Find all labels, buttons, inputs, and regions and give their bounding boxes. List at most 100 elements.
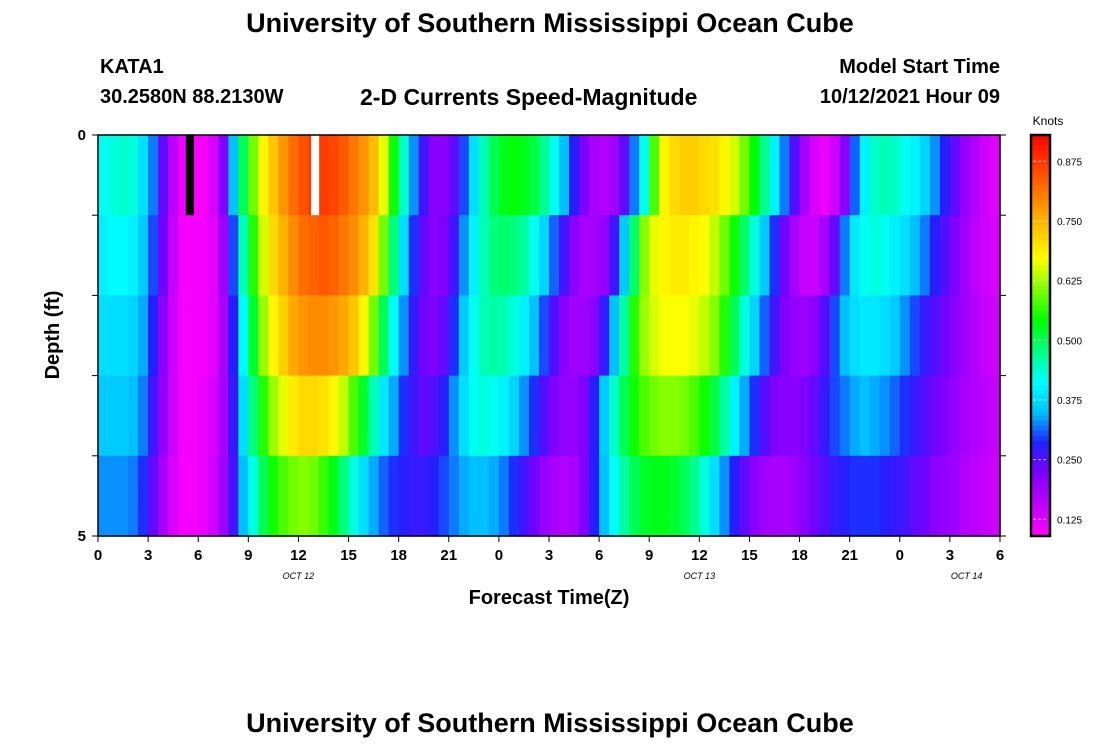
colorbar-unit-label: Knots [1033,114,1064,128]
heatmap-cell [138,455,149,537]
x-axis: 0 3 6 9 12 15 18 21 0 3 6 9 12 15 18 21 0 3 6 [94,536,1004,564]
heatmap-cell [168,455,179,537]
colorbar-segment [1031,495,1050,502]
heatmap-cell [759,215,771,296]
heatmap-cell [759,295,771,377]
colorbar-segment [1031,400,1050,407]
heatmap-cell [518,375,530,457]
heatmap-cell [318,375,330,457]
colorbar-segment [1031,295,1050,302]
colorbar-segment [1031,475,1050,482]
colorbar-segment [1031,460,1050,467]
heatmap-cell [398,455,410,537]
heatmap-cell [238,295,249,377]
heatmap-cell [669,135,680,216]
heatmap-cell [278,135,290,216]
heatmap-cell [699,455,710,537]
x-tick-label: 12 [691,547,708,564]
y-tick-label: 0 [78,127,86,144]
heatmap-cell [929,375,941,457]
heatmap-cell [258,455,269,537]
heatmap-cell [629,455,640,537]
colorbar-segment [1031,340,1050,347]
heatmap-cell [418,295,430,377]
heatmap-cell [188,455,199,537]
colorbar-segment [1031,380,1050,387]
heatmap-cell [809,455,821,537]
heatmap-cell [338,295,350,377]
heatmap-cell [779,295,791,377]
colorbar-segment [1031,360,1050,367]
heatmap-cell [278,295,290,377]
heatmap-cell [929,215,941,296]
date-label: OCT 14 [951,571,983,581]
heatmap-cell [859,135,871,216]
heatmap-cell [689,295,700,377]
heatmap-cell [709,215,720,296]
heatmap-cell [208,295,219,377]
colorbar-segment [1031,180,1050,186]
heatmap-cell [549,375,560,457]
x-tick-label: 21 [841,547,858,564]
heatmap-cell [829,215,841,296]
colorbar: 0.125 0.250 0.375 0.500 0.625 0.750 0.875 [1029,133,1082,538]
colorbar-segment [1031,330,1050,337]
date-label: OCT 12 [283,571,315,581]
heatmap-cell [438,135,450,216]
heatmap-cell [849,455,861,537]
heatmap-cell [478,295,490,377]
heatmap-cell [518,455,530,537]
x-tick-label: 0 [495,547,503,564]
heatmap-cell [859,295,871,377]
colorbar-segment [1031,165,1050,171]
colorbar-segment [1031,285,1050,291]
heatmap-cell [629,215,640,296]
heatmap-cell [659,215,670,296]
heatmap-cell [599,295,610,377]
heatmap-cell [709,455,720,537]
heatmap-cell [438,375,450,457]
heatmap-cell [729,135,741,216]
heatmap-cell [188,375,199,457]
colorbar-segment [1031,225,1050,231]
heatmap-cell [358,295,370,377]
heatmap-cell [829,375,841,457]
heatmap-cell [198,375,209,457]
colorbar-segment [1031,275,1050,281]
colorbar-segment [1031,355,1050,362]
heatmap-cell [118,295,129,377]
heatmap-cell [819,375,831,457]
date-label: OCT 13 [684,571,716,581]
colorbar-segment [1031,490,1050,497]
heatmap-cell [639,455,650,537]
colorbar-segment [1031,215,1050,221]
heatmap-cell [979,295,991,377]
heatmap-cell [468,375,480,457]
colorbar-segment [1031,520,1050,527]
heatmap-cell [338,375,350,457]
heatmap-cell [939,455,951,537]
heatmap-cell [278,455,290,537]
colorbar-frame [1029,133,1052,538]
heatmap-cell [348,295,360,377]
heatmap-cell [168,135,179,216]
heatmap-cell [528,455,540,537]
heatmap-cell [989,375,1001,457]
heatmap-cell [979,455,991,537]
heatmap-cell [448,215,460,296]
model-start-label: Model Start Time [839,56,1000,78]
heatmap-cell [98,215,109,296]
heatmap-cell [388,375,400,457]
heatmap-cell [689,215,700,296]
heatmap-cell [378,295,390,377]
time-markers [185,135,320,216]
heatmap-cell [739,295,751,377]
heatmap-cell [809,295,821,377]
heatmap-cell [208,135,219,216]
heatmap-cell [729,375,741,457]
heatmap-cell [919,455,931,537]
heatmap-cell [819,215,831,296]
heatmap-cell [428,215,440,296]
heatmap-cell [428,455,440,537]
heatmap-cell [198,215,209,296]
